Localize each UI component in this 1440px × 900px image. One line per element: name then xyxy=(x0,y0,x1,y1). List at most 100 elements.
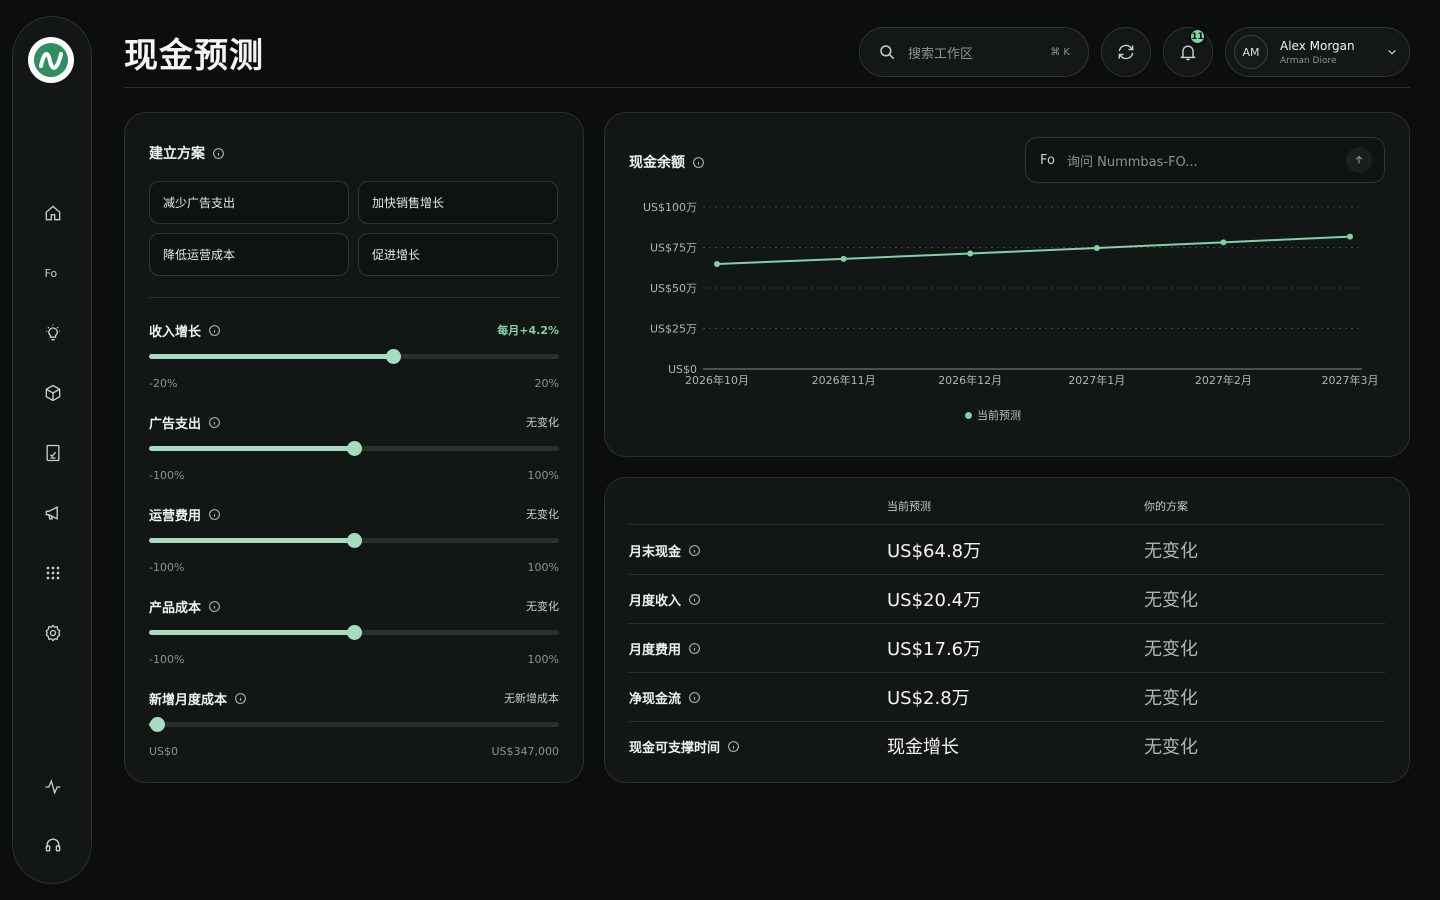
slider-thumb[interactable] xyxy=(385,349,401,364)
row-your-value: 无变化 xyxy=(1144,639,1198,660)
x-tick-label: 2026年10月 xyxy=(685,373,749,387)
sidebar-item-activity[interactable] xyxy=(39,773,67,801)
page-title: 现金预测 xyxy=(124,36,264,76)
table-header-rule xyxy=(629,524,1385,525)
info-icon[interactable] xyxy=(727,740,740,753)
sidebar-item-apps[interactable] xyxy=(39,559,67,587)
info-icon[interactable] xyxy=(208,600,221,613)
scenario-boost-growth-button[interactable]: 促进增长 xyxy=(358,233,558,276)
table-row-divider xyxy=(629,672,1385,673)
info-icon[interactable] xyxy=(208,508,221,521)
search-placeholder: 搜索工作区 xyxy=(908,46,974,62)
sidebar-item-ideas[interactable] xyxy=(39,319,67,347)
slider-fill xyxy=(149,538,354,543)
info-icon[interactable] xyxy=(208,324,221,337)
y-tick-label: US$50万 xyxy=(650,282,697,295)
sidebar-item-support[interactable] xyxy=(39,831,67,859)
bell-icon xyxy=(1180,45,1196,61)
sidebar-item-fo[interactable]: Fo xyxy=(39,259,67,287)
info-icon[interactable] xyxy=(688,593,701,606)
y-tick-label: US$100万 xyxy=(643,201,697,214)
x-tick-label: 2027年3月 xyxy=(1322,373,1379,387)
row-label: 月度费用 xyxy=(629,643,682,658)
slider-label: 运营费用 xyxy=(149,508,202,524)
summary-table-card: 当前预测 你的方案 月末现金 US$64.8万 无变化 月度收入 US$20.4万 无变化… xyxy=(604,477,1410,783)
cash-balance-chart: US$0 US$25万 US$50万 US$75万 US$100万 2026年10月 202… xyxy=(643,201,1379,387)
slider-fill xyxy=(149,446,354,451)
info-icon[interactable] xyxy=(688,691,701,704)
slider-thumb[interactable] xyxy=(347,533,362,548)
new-monthly-cost-slider[interactable] xyxy=(149,717,559,732)
slider-min: US$0 xyxy=(149,745,179,758)
slider-min: -100% xyxy=(149,561,185,574)
megaphone-icon xyxy=(45,506,58,520)
slider-min: -20% xyxy=(149,377,178,390)
sidebar-item-marketing[interactable] xyxy=(39,499,67,527)
sidebar-item-products[interactable] xyxy=(39,379,67,407)
slider-value: 无变化 xyxy=(526,416,559,429)
info-icon[interactable] xyxy=(212,147,225,160)
row-current-value: US$2.8万 xyxy=(887,688,970,709)
new-monthly-cost-slider-block: 新增月度成本 无新增成本 US$0 US$347,000 xyxy=(149,689,559,758)
row-label: 月末现金 xyxy=(629,545,682,560)
row-your-value: 无变化 xyxy=(1144,688,1198,709)
info-icon[interactable] xyxy=(688,642,701,655)
arrow-up-icon xyxy=(1355,155,1363,164)
row-your-value: 无变化 xyxy=(1144,590,1198,611)
table-row: 净现金流 US$2.8万 无变化 xyxy=(629,672,1385,721)
chevron-down-icon xyxy=(1388,49,1396,55)
table-row-divider xyxy=(629,623,1385,624)
slider-thumb[interactable] xyxy=(150,717,166,732)
notification-count-badge: 11 xyxy=(1189,28,1206,45)
revenue-growth-slider-block: 收入增长 每月+4.2% -20% 20% xyxy=(149,321,559,390)
table-row: 月度费用 US$17.6万 无变化 xyxy=(629,623,1385,672)
scenario-accelerate-sales-button[interactable]: 加快销售增长 xyxy=(358,181,558,224)
legend-marker xyxy=(965,411,972,419)
report-icon xyxy=(46,444,60,462)
apps-grid-icon xyxy=(46,566,60,580)
svg-text:Fo: Fo xyxy=(45,267,58,280)
header-divider xyxy=(124,87,1410,88)
info-icon[interactable] xyxy=(688,544,701,557)
ad-spend-slider[interactable] xyxy=(149,441,559,456)
cube-icon xyxy=(45,384,61,402)
product-cost-slider[interactable] xyxy=(149,625,559,640)
sidebar-item-home[interactable] xyxy=(39,199,67,227)
slider-value: 无新增成本 xyxy=(504,692,559,705)
slider-fill xyxy=(149,630,354,635)
x-tick-label: 2026年12月 xyxy=(938,373,1002,387)
slider-max: 100% xyxy=(527,561,559,574)
legend-label: 当前预测 xyxy=(977,409,1021,422)
row-current-value: US$64.8万 xyxy=(887,541,982,562)
operating-expense-slider[interactable] xyxy=(149,533,559,548)
product-cost-slider-block: 产品成本 无变化 -100% 100% xyxy=(149,597,559,666)
x-tick-label: 2026年11月 xyxy=(812,373,876,387)
info-icon[interactable] xyxy=(692,156,705,169)
revenue-growth-slider[interactable] xyxy=(149,349,559,364)
slider-thumb[interactable] xyxy=(347,625,362,640)
info-icon[interactable] xyxy=(208,416,221,429)
data-point xyxy=(967,250,974,257)
user-menu[interactable]: AM Alex Morgan Arman Diore xyxy=(1225,27,1410,77)
send-button[interactable] xyxy=(1346,147,1372,173)
info-icon[interactable] xyxy=(234,692,247,705)
row-your-value: 无变化 xyxy=(1144,541,1198,562)
scenario-reduce-ad-spend-button[interactable]: 减少广告支出 xyxy=(149,181,349,224)
refresh-button[interactable] xyxy=(1101,27,1151,77)
table-row: 月度收入 US$20.4万 无变化 xyxy=(629,574,1385,623)
app-logo[interactable] xyxy=(28,37,74,83)
slider-thumb[interactable] xyxy=(347,441,362,456)
home-icon xyxy=(45,205,61,221)
lightbulb-icon xyxy=(46,324,60,341)
notifications-button[interactable]: 11 xyxy=(1163,27,1213,77)
sidebar-item-settings[interactable] xyxy=(39,619,67,647)
search-input[interactable]: 搜索工作区 ⌘ K xyxy=(859,27,1089,77)
y-tick-label: US$75万 xyxy=(650,242,697,255)
gear-icon xyxy=(45,624,61,642)
search-shortcut: ⌘ K xyxy=(1050,46,1070,58)
refresh-icon xyxy=(1118,44,1134,60)
ask-ai-input[interactable]: Fo 询问 Nummbas-FO... xyxy=(1025,137,1385,183)
sidebar-item-reports[interactable] xyxy=(39,439,67,467)
x-tick-label: 2027年2月 xyxy=(1195,373,1252,387)
scenario-reduce-opex-button[interactable]: 降低运营成本 xyxy=(149,233,349,276)
